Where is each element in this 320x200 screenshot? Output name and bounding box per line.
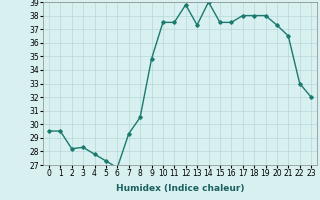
X-axis label: Humidex (Indice chaleur): Humidex (Indice chaleur): [116, 184, 244, 193]
